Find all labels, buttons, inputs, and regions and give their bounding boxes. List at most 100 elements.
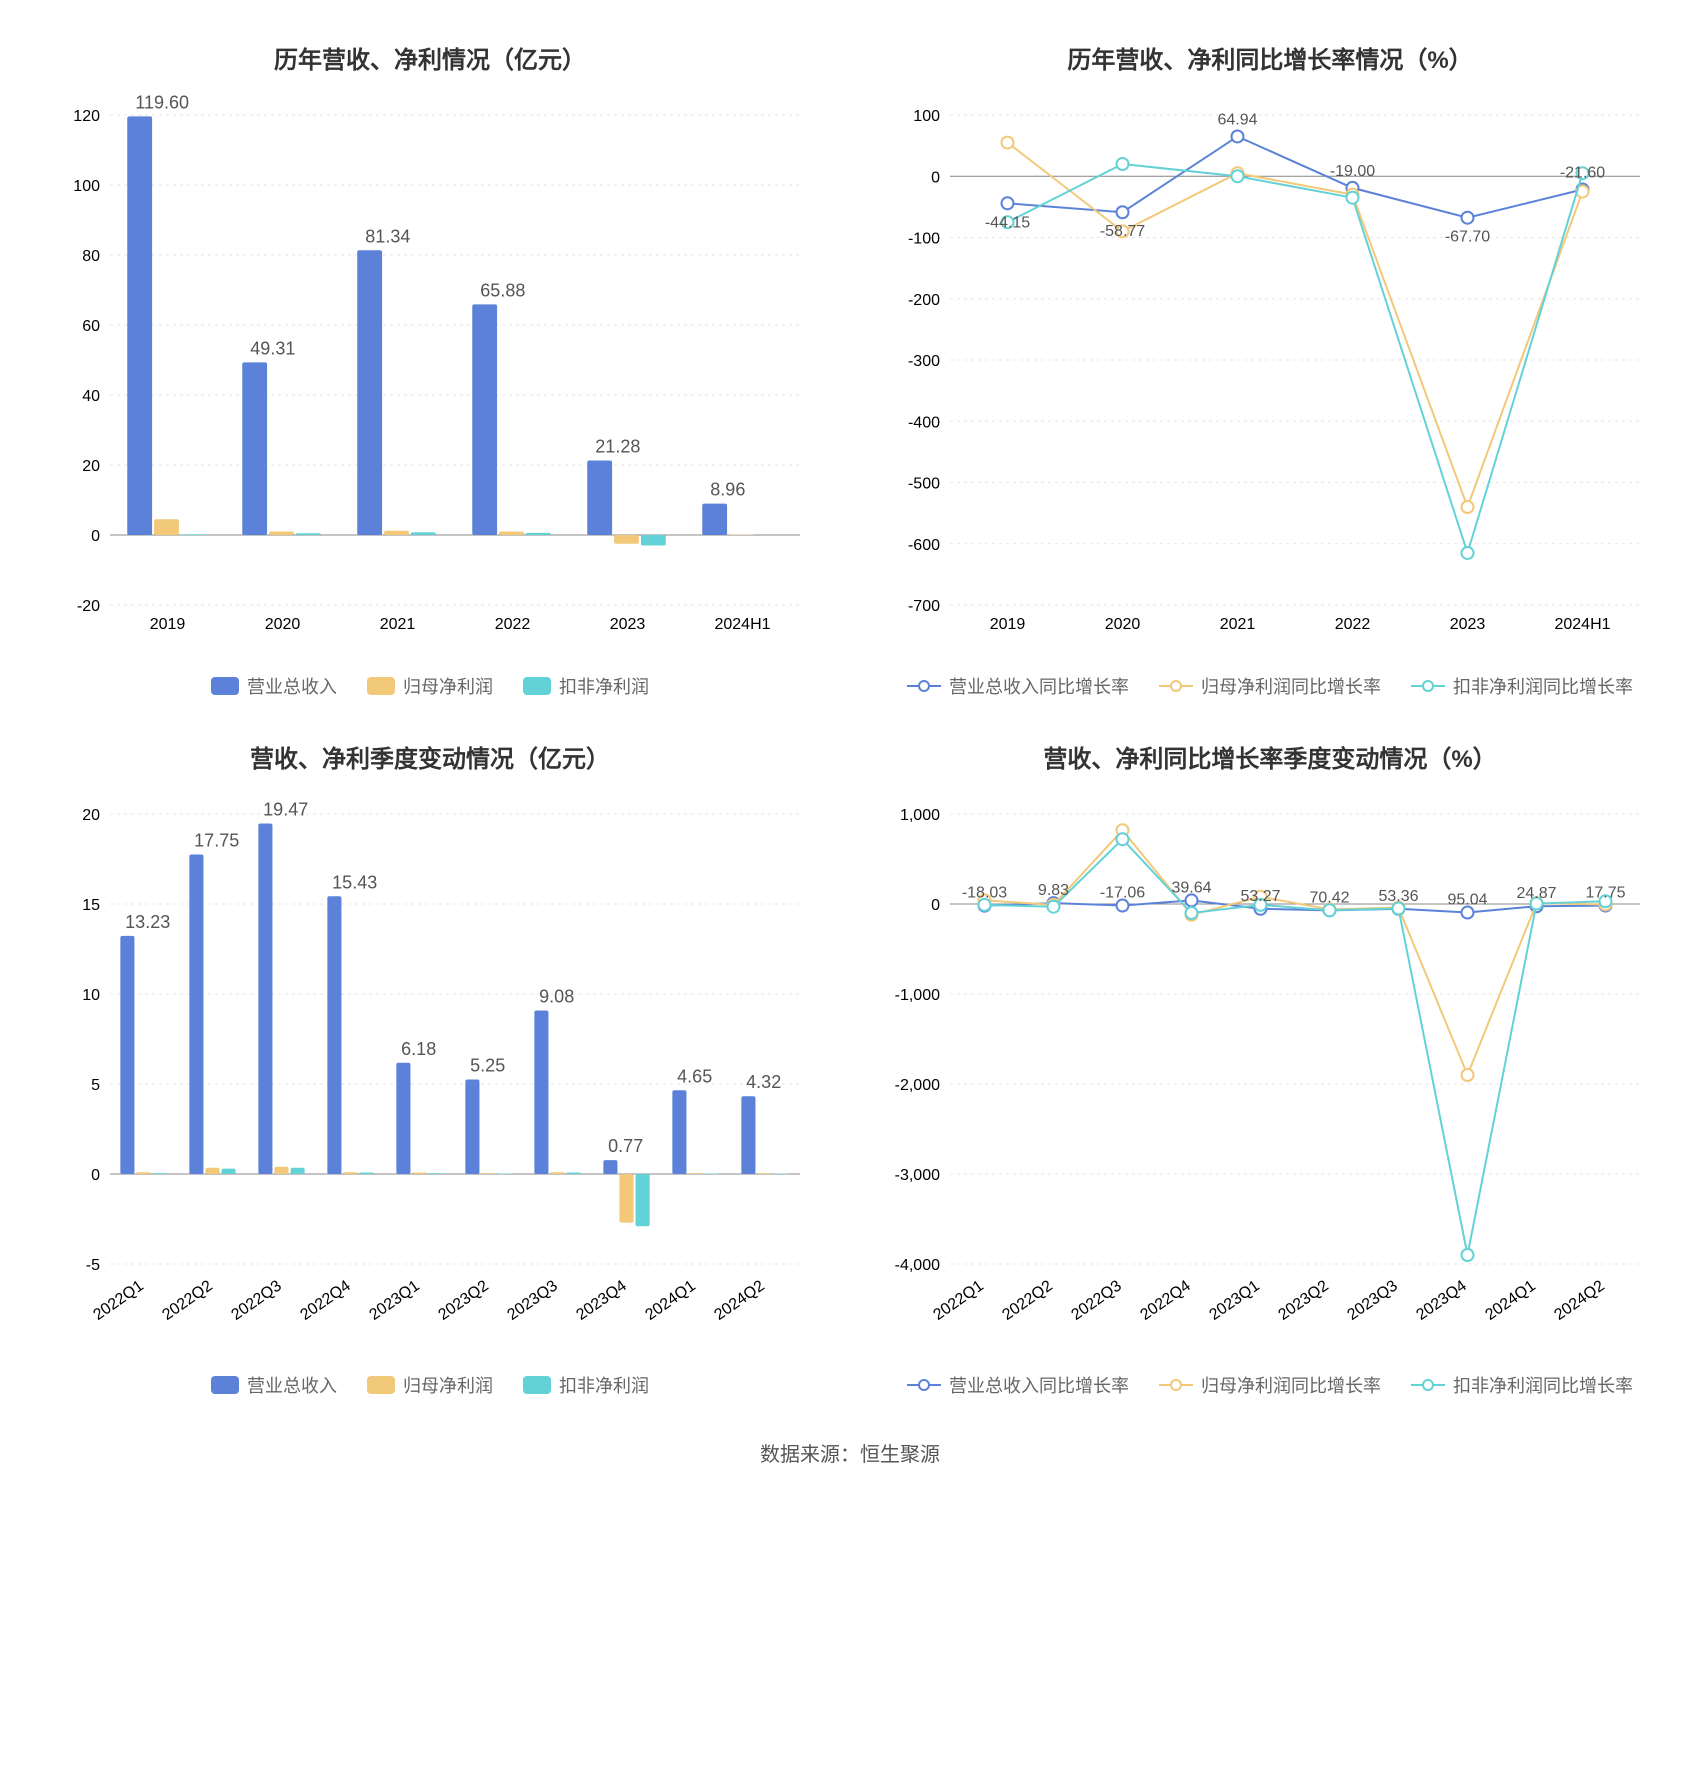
legend-label: 归母净利润同比增长率 xyxy=(1201,1372,1381,1398)
svg-text:2023Q2: 2023Q2 xyxy=(435,1277,491,1324)
svg-text:60: 60 xyxy=(82,318,100,335)
legend-item: 营业总收入 xyxy=(211,1372,337,1398)
svg-text:19.47: 19.47 xyxy=(263,800,308,820)
chart-tl: -200204060801001202019202020212022202320… xyxy=(40,95,820,655)
svg-text:-18.03: -18.03 xyxy=(962,885,1007,902)
svg-text:100: 100 xyxy=(913,108,940,125)
svg-text:95.04: 95.04 xyxy=(1447,892,1487,909)
legend-item: 营业总收入同比增长率 xyxy=(907,1372,1129,1398)
svg-text:2022Q2: 2022Q2 xyxy=(999,1277,1055,1324)
legend-tl: 营业总收入归母净利润扣非净利润 xyxy=(40,673,820,699)
svg-text:20: 20 xyxy=(82,807,100,824)
legend-label: 扣非净利润同比增长率 xyxy=(1453,673,1633,699)
svg-text:2023Q1: 2023Q1 xyxy=(366,1277,422,1324)
svg-text:2023Q3: 2023Q3 xyxy=(504,1277,560,1324)
svg-text:40: 40 xyxy=(82,388,100,405)
legend-swatch xyxy=(1159,677,1193,695)
svg-text:15.43: 15.43 xyxy=(332,872,377,892)
svg-text:2020: 2020 xyxy=(265,616,301,633)
svg-text:81.34: 81.34 xyxy=(365,226,410,246)
legend-swatch xyxy=(907,1376,941,1394)
svg-text:-200: -200 xyxy=(908,292,940,309)
legend-label: 扣非净利润同比增长率 xyxy=(1453,1372,1633,1398)
legend-label: 扣非净利润 xyxy=(559,1372,649,1398)
legend-swatch xyxy=(367,1376,395,1394)
svg-text:2023Q4: 2023Q4 xyxy=(573,1277,629,1324)
svg-text:13.23: 13.23 xyxy=(125,912,170,932)
svg-text:-5: -5 xyxy=(86,1257,100,1274)
legend-item: 营业总收入 xyxy=(211,673,337,699)
svg-text:2022Q3: 2022Q3 xyxy=(1068,1277,1124,1324)
legend-swatch xyxy=(907,677,941,695)
legend-item: 归母净利润同比增长率 xyxy=(1159,673,1381,699)
svg-text:2019: 2019 xyxy=(990,616,1026,633)
legend-swatch xyxy=(1411,1376,1445,1394)
svg-text:100: 100 xyxy=(73,178,100,195)
chart-tr: -700-600-500-400-300-200-100010020192020… xyxy=(880,95,1660,655)
svg-text:2022Q4: 2022Q4 xyxy=(297,1277,353,1324)
chart-br: -4,000-3,000-2,000-1,00001,0002022Q12022… xyxy=(880,794,1660,1354)
legend-bl: 营业总收入 归母净利润 扣非净利润 xyxy=(40,1372,820,1398)
legend-label: 营业总收入同比增长率 xyxy=(949,673,1129,699)
svg-text:-3,000: -3,000 xyxy=(895,1167,940,1184)
svg-text:2019: 2019 xyxy=(150,616,186,633)
title-br: 营收、净利同比增长率季度变动情况（%） xyxy=(880,739,1660,774)
svg-text:15: 15 xyxy=(82,897,100,914)
svg-text:2022Q2: 2022Q2 xyxy=(159,1277,215,1324)
svg-text:17.75: 17.75 xyxy=(1585,885,1625,902)
svg-text:5.25: 5.25 xyxy=(470,1056,505,1076)
svg-text:4.32: 4.32 xyxy=(746,1072,781,1092)
legend-swatch xyxy=(1159,1376,1193,1394)
svg-text:2023Q3: 2023Q3 xyxy=(1344,1277,1400,1324)
legend-label: 归母净利润同比增长率 xyxy=(1201,673,1381,699)
svg-text:0: 0 xyxy=(91,528,100,545)
chart-grid: 历年营收、净利情况（亿元） -2002040608010012020192020… xyxy=(40,40,1660,1398)
legend-item: 归母净利润同比增长率 xyxy=(1159,1372,1381,1398)
svg-text:2024H1: 2024H1 xyxy=(1554,616,1610,633)
svg-text:2023Q2: 2023Q2 xyxy=(1275,1277,1331,1324)
svg-text:49.31: 49.31 xyxy=(250,338,295,358)
legend-item: 扣非净利润同比增长率 xyxy=(1411,673,1633,699)
panel-br: 营收、净利同比增长率季度变动情况（%） -4,000 -3,000 -2,000 -1… xyxy=(880,739,1660,1398)
legend-label: 营业总收入 xyxy=(247,1372,337,1398)
legend-label: 营业总收入 xyxy=(247,673,337,699)
svg-text:-17.06: -17.06 xyxy=(1100,885,1145,902)
svg-text:2024Q1: 2024Q1 xyxy=(1482,1277,1538,1324)
svg-text:17.75: 17.75 xyxy=(194,831,239,851)
svg-text:4.65: 4.65 xyxy=(677,1066,712,1086)
svg-text:2022: 2022 xyxy=(495,616,531,633)
svg-text:-500: -500 xyxy=(908,476,940,493)
legend-swatch xyxy=(523,1376,551,1394)
legend-item: 扣非净利润同比增长率 xyxy=(1411,1372,1633,1398)
svg-text:0: 0 xyxy=(931,169,940,186)
title-tl: 历年营收、净利情况（亿元） xyxy=(40,40,820,75)
svg-text:2023: 2023 xyxy=(1450,616,1486,633)
svg-text:2024Q1: 2024Q1 xyxy=(642,1277,698,1324)
legend-item: 扣非净利润 xyxy=(523,1372,649,1398)
svg-text:-67.70: -67.70 xyxy=(1445,229,1490,246)
svg-text:-19.00: -19.00 xyxy=(1330,163,1375,180)
svg-text:-400: -400 xyxy=(908,414,940,431)
svg-text:20: 20 xyxy=(82,458,100,475)
svg-text:2024Q2: 2024Q2 xyxy=(711,1277,767,1324)
svg-text:53.27: 53.27 xyxy=(1240,888,1280,905)
svg-text:-600: -600 xyxy=(908,537,940,554)
svg-text:-2,000: -2,000 xyxy=(895,1077,940,1094)
legend-swatch xyxy=(523,677,551,695)
svg-text:1,000: 1,000 xyxy=(900,807,940,824)
title-tr: 历年营收、净利同比增长率情况（%） xyxy=(880,40,1660,75)
svg-text:2023Q4: 2023Q4 xyxy=(1413,1277,1469,1324)
svg-text:-100: -100 xyxy=(908,231,940,248)
legend-label: 扣非净利润 xyxy=(559,673,649,699)
svg-text:2021: 2021 xyxy=(1220,616,1256,633)
svg-text:0: 0 xyxy=(931,897,940,914)
title-bl: 营收、净利季度变动情况（亿元） xyxy=(40,739,820,774)
legend-br: 营业总收入同比增长率 归母净利润同比增长率 扣非净利润同比增长率 xyxy=(880,1372,1660,1398)
legend-swatch xyxy=(211,1376,239,1394)
panel-tl: 历年营收、净利情况（亿元） -2002040608010012020192020… xyxy=(40,40,820,699)
svg-text:-4,000: -4,000 xyxy=(895,1257,940,1274)
svg-text:9.83: 9.83 xyxy=(1038,882,1069,899)
svg-text:-1,000: -1,000 xyxy=(895,987,940,1004)
legend-item: 归母净利润 xyxy=(367,1372,493,1398)
svg-text:64.94: 64.94 xyxy=(1217,111,1257,128)
